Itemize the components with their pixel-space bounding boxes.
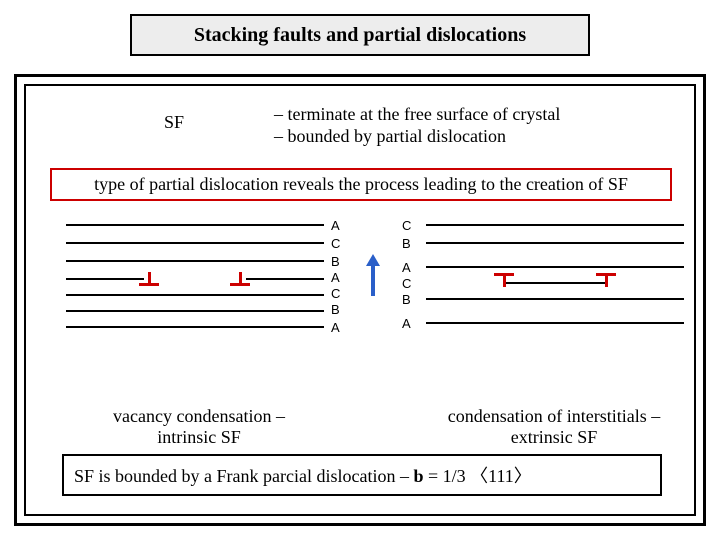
- angle-close: 〉: [514, 466, 532, 486]
- right-plane: [426, 298, 684, 300]
- left-plane: [66, 260, 324, 262]
- inner-frame: SF – terminate at the free surface of cr…: [24, 84, 696, 516]
- right-layer-label: C: [402, 276, 411, 291]
- caption-left-l2: intrinsic SF: [157, 427, 241, 447]
- left-layer-label: B: [331, 254, 340, 269]
- right-layer-label: A: [402, 260, 411, 275]
- right-layer-label: B: [402, 236, 411, 251]
- reveal-box: type of partial dislocation reveals the …: [50, 168, 672, 201]
- left-plane: [66, 310, 324, 312]
- left-layer-label: C: [331, 236, 340, 251]
- arrow-up-icon: [366, 254, 380, 296]
- bottom-pre: SF is bounded by a Frank parcial disloca…: [74, 466, 413, 486]
- sf-line1: – terminate at the free surface of cryst…: [274, 104, 560, 125]
- caption-right-l1: condensation of interstitials –: [448, 406, 660, 426]
- left-plane: [66, 294, 324, 296]
- left-plane: [66, 326, 324, 328]
- left-plane: [66, 224, 324, 226]
- left-plane: [66, 278, 144, 280]
- right-plane: [426, 224, 684, 226]
- dislocation-up-icon: [596, 273, 616, 293]
- dislocation-down-icon: [230, 266, 250, 286]
- reveal-text: type of partial dislocation reveals the …: [94, 174, 628, 194]
- bottom-miller: 111: [488, 466, 514, 486]
- caption-right-l2: extrinsic SF: [511, 427, 598, 447]
- right-plane: [426, 322, 684, 324]
- bottom-eq: = 1/3: [428, 466, 470, 486]
- caption-left: vacancy condensation – intrinsic SF: [84, 406, 314, 448]
- title-text: Stacking faults and partial dislocations: [194, 24, 526, 47]
- bottom-b: b: [413, 466, 423, 486]
- left-layer-label: B: [331, 302, 340, 317]
- dislocation-up-icon: [494, 273, 514, 293]
- left-layer-label: C: [331, 286, 340, 301]
- caption-right: condensation of interstitials – extrinsi…: [424, 406, 684, 448]
- bottom-box: SF is bounded by a Frank parcial disloca…: [62, 454, 662, 496]
- right-plane: [504, 282, 606, 284]
- left-plane: [66, 242, 324, 244]
- right-layer-label: B: [402, 292, 411, 307]
- caption-left-l1: vacancy condensation –: [113, 406, 285, 426]
- right-plane: [426, 242, 684, 244]
- outer-frame: SF – terminate at the free surface of cr…: [14, 74, 706, 526]
- angle-open: 〈: [470, 466, 488, 486]
- dislocation-down-icon: [139, 266, 159, 286]
- sf-line2: – bounded by partial dislocation: [274, 126, 506, 147]
- diagram-area: ACBACBACBACBA: [26, 216, 694, 406]
- title-box: Stacking faults and partial dislocations: [130, 14, 590, 56]
- left-plane: [246, 278, 324, 280]
- sf-label: SF: [164, 112, 184, 133]
- right-layer-label: A: [402, 316, 411, 331]
- left-layer-label: A: [331, 270, 340, 285]
- right-layer-label: C: [402, 218, 411, 233]
- left-layer-label: A: [331, 320, 340, 335]
- left-layer-label: A: [331, 218, 340, 233]
- right-plane: [426, 266, 684, 268]
